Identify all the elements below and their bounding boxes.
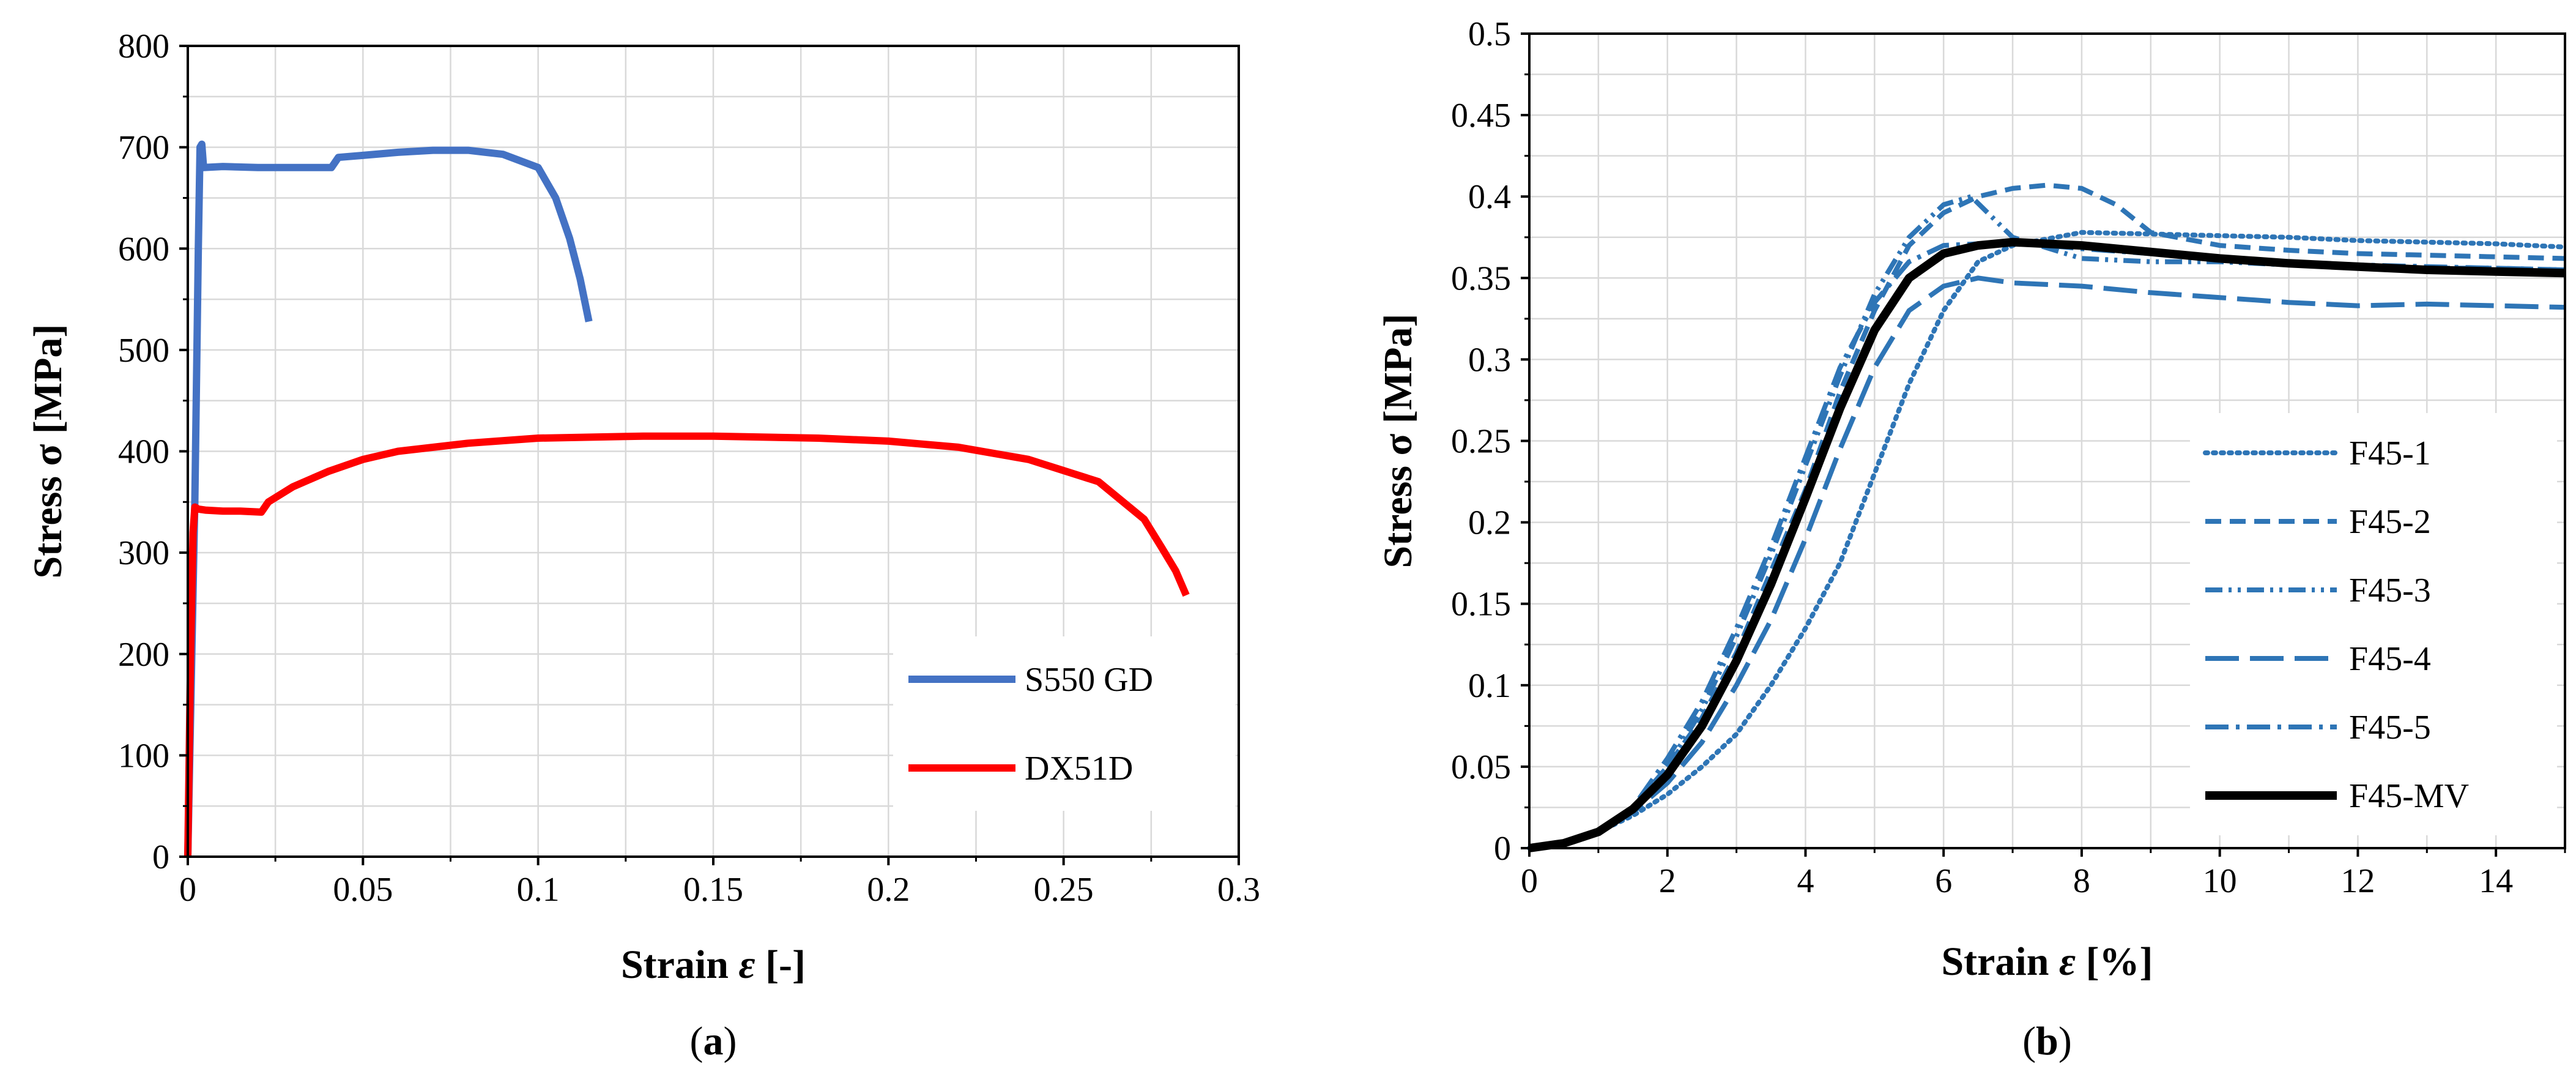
panel-a-y-tick-label: 600 xyxy=(118,230,169,268)
panel-b-x-label-unit: [%] xyxy=(2076,939,2153,984)
panel-b-legend-label: F45-MV xyxy=(2349,777,2469,815)
panel-a-legend-label: DX51D xyxy=(1025,750,1133,788)
panel-b-x-tick-label: 8 xyxy=(2073,862,2090,900)
panel-a-y-tick-label: 800 xyxy=(118,28,169,65)
panel-b-caption-open: ( xyxy=(2022,1019,2036,1064)
panel-b-series xyxy=(1527,182,2567,852)
panel-b-y-tick-label: 0.35 xyxy=(1451,259,1511,297)
panel-a-x-tick-label: 0 xyxy=(179,871,196,909)
panel-b-x-tick-label: 4 xyxy=(1797,862,1814,900)
panel-a-x-label-symbol: ε xyxy=(739,942,755,987)
panel-b-legend: F45-1 F45-2 F45-3 F45-4 F45-5 F45-MV xyxy=(2190,413,2557,835)
panel-a-x-tick-label: 0.05 xyxy=(333,871,393,909)
panel-a-series-s550-gd xyxy=(184,140,593,857)
panel-b-series-f45-1 xyxy=(1527,229,2567,851)
panel-a-y-tick-label: 100 xyxy=(118,737,169,775)
panel-b-y-tick-label: 0.15 xyxy=(1451,586,1511,624)
panel-a-y-tick-label: 500 xyxy=(118,332,169,370)
panel-b-y-tick-label: 0.25 xyxy=(1451,423,1511,461)
panel-b-y-tick-label: 0.05 xyxy=(1451,748,1511,786)
panel-b-caption: (b) xyxy=(2022,1019,2072,1064)
panel-a-chart: 0 0.05 0.1 0.15 0.2 0.25 0.3 0 100 200 300 400 500 60… xyxy=(26,28,1260,1064)
panel-a-x-tick-label: 0.3 xyxy=(1217,871,1260,909)
panel-b-legend-box xyxy=(2190,413,2557,835)
panel-a-x-label-main: Strain xyxy=(621,942,739,987)
panel-a-y-tick-label: 200 xyxy=(118,636,169,674)
panel-b-y-tick-label: 0.2 xyxy=(1468,504,1511,542)
panel-a-x-axis-label: Strain ε [-] xyxy=(621,942,806,987)
panel-a-x-tick-label: 0.1 xyxy=(517,871,560,909)
panel-a-legend-label: S550 GD xyxy=(1025,661,1153,699)
panel-b-legend-label: F45-4 xyxy=(2349,640,2431,678)
panel-b-chart: 0 2 4 6 8 10 12 14 0 0.05 0.1 0.15 0.2 0.25 0.3 0.35 0.4… xyxy=(1376,15,2567,1064)
panel-b-x-axis-label: Strain ε [%] xyxy=(1941,939,2153,984)
panel-a-y-tick-label: 700 xyxy=(118,129,169,167)
panel-b-x-tick-label: 0 xyxy=(1521,862,1538,900)
panel-a-legend-box xyxy=(893,636,1236,811)
panel-b-series-f45-5 xyxy=(1529,239,2566,851)
panel-b-series-f45-mv xyxy=(1529,237,2566,852)
panel-b-legend-label: F45-5 xyxy=(2349,709,2431,747)
panel-b-series-f45-4 xyxy=(1529,275,2566,851)
panel-b-x-tick-label: 12 xyxy=(2340,862,2375,900)
panel-a-x-label-unit: [-] xyxy=(755,942,806,987)
panel-b-legend-label: F45-1 xyxy=(2349,434,2431,472)
panel-a-x-tick-label: 0.2 xyxy=(867,871,910,909)
panel-a-x-tick-label: 0.15 xyxy=(683,871,743,909)
panel-b-y-tick-label: 0.1 xyxy=(1468,667,1511,705)
panel-b-y-axis-label: Stress σ [MPa] xyxy=(1376,314,1420,568)
panel-b-series-f45-2 xyxy=(1529,182,2566,851)
panel-a-series-dx51d xyxy=(184,432,1190,857)
panel-b-legend-label: F45-2 xyxy=(2349,503,2431,541)
panel-a-y-tick-label: 400 xyxy=(118,433,169,471)
panel-a-caption: (a) xyxy=(690,1019,737,1064)
panel-b-x-tick-label: 6 xyxy=(1935,862,1952,900)
panel-b-x-label-main: Strain xyxy=(1941,939,2059,984)
panel-b-y-tick-label: 0.3 xyxy=(1468,341,1511,379)
panel-b-ticks: 0 2 4 6 8 10 12 14 0 0.05 0.1 0.15 0.2 0.25 0.3 0.35 0.4… xyxy=(1451,15,2566,900)
panel-b-y-tick-label: 0.5 xyxy=(1468,15,1511,53)
panel-a-ticks: 0 0.05 0.1 0.15 0.2 0.25 0.3 0 100 200 300 400 500 60… xyxy=(118,28,1260,909)
panel-a-caption-open: ( xyxy=(690,1019,703,1064)
panel-b-y-tick-label: 0 xyxy=(1494,830,1511,868)
panel-b-caption-close: ) xyxy=(2058,1019,2072,1064)
panel-a-y-tick-label: 0 xyxy=(152,838,169,876)
panel-b-x-label-symbol: ε xyxy=(2059,939,2076,984)
panel-a-legend: S550 GD DX51D xyxy=(893,636,1236,811)
panel-b-x-tick-label: 10 xyxy=(2203,862,2237,900)
panel-b-caption-letter: b xyxy=(2036,1019,2058,1064)
panel-a-y-tick-label: 300 xyxy=(118,534,169,572)
panel-a-y-axis-label: Stress σ [MPa] xyxy=(26,324,70,579)
panel-a-caption-close: ) xyxy=(724,1019,737,1064)
panel-b-x-tick-label: 14 xyxy=(2479,862,2513,900)
panel-b-x-tick-label: 2 xyxy=(1659,862,1676,900)
panel-a-x-tick-label: 0.25 xyxy=(1034,871,1094,909)
panel-b-legend-label: F45-3 xyxy=(2349,572,2431,609)
panel-b-y-tick-label: 0.4 xyxy=(1468,178,1511,216)
panel-a-series xyxy=(184,140,1190,857)
panel-a-caption-letter: a xyxy=(703,1019,724,1064)
panel-b-y-tick-label: 0.45 xyxy=(1451,97,1511,135)
